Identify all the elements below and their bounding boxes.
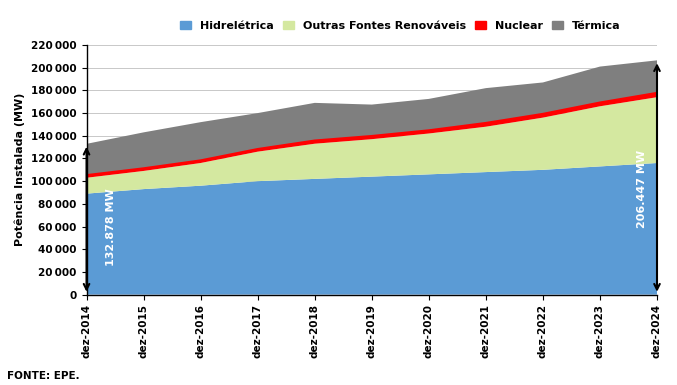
- Y-axis label: Potência Instalada (MW): Potência Instalada (MW): [15, 93, 26, 246]
- Text: 132.878 MW: 132.878 MW: [106, 188, 116, 266]
- Text: 206.447 MW: 206.447 MW: [637, 150, 647, 228]
- Legend: Hidrelétrica, Outras Fontes Renováveis, Nuclear, Térmica: Hidrelétrica, Outras Fontes Renováveis, …: [180, 21, 620, 31]
- Text: FONTE: EPE.: FONTE: EPE.: [7, 371, 79, 381]
